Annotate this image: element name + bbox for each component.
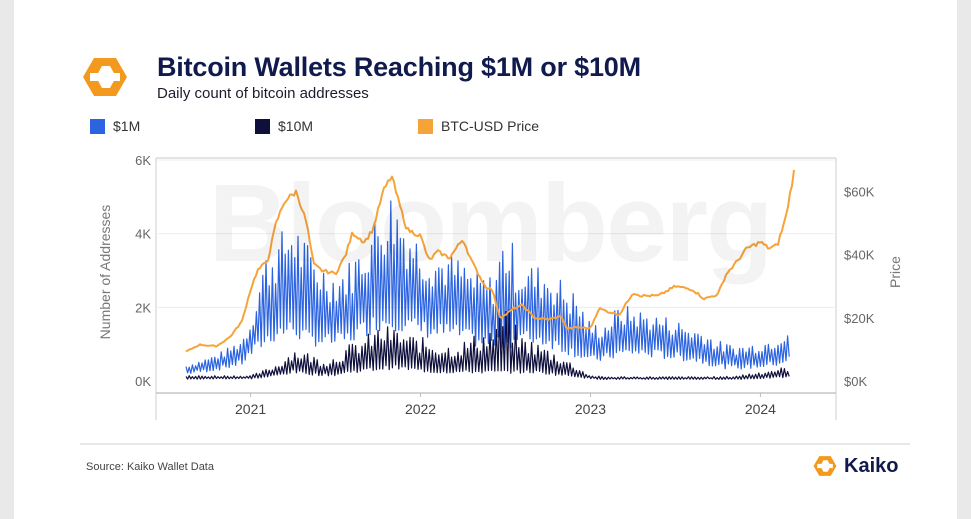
y-tick-label: 0K	[135, 374, 151, 389]
kaiko-brand: Kaiko	[812, 453, 898, 479]
y2-tick-label: $20K	[844, 311, 875, 326]
chart-subtitle: Daily count of bitcoin addresses	[157, 85, 369, 102]
x-tick-label: 2023	[575, 401, 606, 417]
x-tick-label: 2024	[745, 401, 776, 417]
kaiko-brand-name: Kaiko	[844, 454, 899, 477]
y-tick-label: 6K	[135, 153, 151, 168]
y2-axis-title: Price	[887, 256, 903, 288]
y2-tick-label: $40K	[844, 248, 875, 263]
legend-swatch-10m	[255, 118, 270, 134]
chart-card	[14, 0, 957, 519]
legend-swatch-1m	[90, 118, 105, 134]
y-tick-label: 4K	[135, 227, 151, 242]
source-note: Source: Kaiko Wallet Data	[86, 461, 214, 473]
x-tick-label: 2021	[235, 401, 266, 417]
y2-tick-label: $0K	[844, 374, 867, 389]
series-line-10m	[185, 309, 790, 380]
series-line-1m	[185, 200, 790, 374]
y-tick-label: 2K	[135, 300, 151, 315]
y2-tick-label: $60K	[844, 185, 875, 200]
legend-label-10m: $10M	[278, 118, 314, 134]
legend-item-price: BTC-USD Price	[418, 118, 539, 134]
y-axis-title: Number of Addresses	[97, 205, 113, 340]
legend-label-price: BTC-USD Price	[441, 118, 540, 134]
legend-item-10m: $10M	[255, 118, 313, 134]
legend-label-1m: $1M	[113, 118, 141, 134]
kaiko-logo-icon	[83, 58, 127, 96]
legend-item-1m: $1M	[90, 118, 140, 134]
bloomberg-watermark: Bloomberg	[130, 160, 850, 287]
chart-title: Bitcoin Wallets Reaching $1M or $10M	[157, 52, 641, 82]
series-line-price	[185, 169, 795, 353]
kaiko-brand-icon	[813, 456, 837, 476]
legend-swatch-price	[418, 118, 433, 134]
x-tick-label: 2022	[405, 401, 436, 417]
